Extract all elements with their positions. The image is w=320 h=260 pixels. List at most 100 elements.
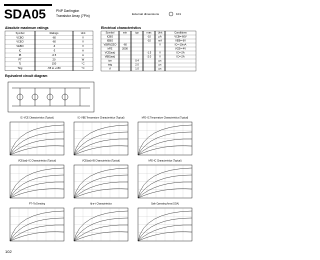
table-cell: μs [159, 68, 162, 71]
table-cell: IB [19, 53, 22, 57]
graph-curve [137, 124, 193, 156]
graph-curve [9, 181, 65, 199]
graph-curve [73, 188, 129, 199]
graph-curve [137, 145, 193, 156]
dim-code: 101 [176, 12, 181, 16]
table-cell: Tj [19, 62, 22, 66]
graph-curve [137, 210, 193, 242]
table-cell: hFE [108, 47, 113, 51]
table-cell: -60 [123, 43, 127, 47]
graph-curve [9, 131, 65, 156]
graph-curve [137, 217, 193, 242]
graph-curve [9, 210, 65, 242]
graph-curve [73, 181, 129, 199]
graph-title: IC–VBE Temperature Characteristics (Typi… [78, 117, 125, 120]
table-cell: -10 [147, 35, 151, 39]
graph-curve [9, 217, 65, 242]
table-cell: 1.0 [135, 67, 139, 71]
page: SDA05 PNP Darlington Transistor Array (7… [4, 4, 197, 255]
table-cell: VCE=-4V [175, 47, 186, 51]
table-cell: W [82, 57, 85, 61]
graph-curve [137, 231, 193, 242]
graph-curve [137, 138, 193, 156]
graph-curve [137, 181, 193, 199]
graph-curve [9, 167, 65, 199]
table-cell: IC=-10mA [175, 43, 187, 47]
graph-curve [73, 124, 129, 156]
circuit [7, 81, 95, 113]
subtitle: Transistor Array (7Pin) [56, 14, 90, 18]
table-cell: VCBO [16, 35, 23, 39]
table-cell: V [159, 51, 161, 55]
graph-curve [73, 217, 129, 242]
graph-curve [9, 188, 65, 199]
graph-title: PT–Ta Derating [29, 203, 46, 206]
table-cell: PT [18, 57, 22, 61]
graph-curve [73, 224, 129, 242]
section-title: Equivalent circuit diagram [5, 74, 47, 78]
graph-curve [137, 167, 193, 199]
table-header: Ratings [50, 31, 59, 35]
table-cell: VEBO [16, 44, 23, 48]
section-title: Electrical characteristics [101, 26, 141, 30]
graph-curve [73, 131, 129, 156]
table-header: Unit [158, 31, 163, 35]
title: SDA05 [4, 6, 46, 21]
graph-title: IC–VCE Characteristics (Typical) [20, 117, 54, 120]
table-cell: V(BR)CEO [104, 43, 117, 47]
table-cell: 20 [53, 57, 56, 61]
table-cell: tstg [108, 63, 113, 67]
graph-curve [73, 138, 129, 156]
table-cell: -10 [147, 39, 151, 43]
table-cell: IC [19, 48, 22, 52]
table-cell: °C [82, 66, 85, 70]
graph-curve [73, 167, 129, 199]
table-cell: -1.5 [147, 51, 152, 55]
table-cell: -55 to +150 [47, 66, 61, 70]
table-cell: 150 [52, 62, 57, 66]
table-cell: 0.4 [135, 59, 139, 63]
table-cell: A [82, 53, 84, 57]
table-cell: V [159, 55, 161, 59]
table-cell: -3 [53, 48, 56, 52]
graph-curve [9, 124, 65, 156]
table-cell: IC=-2A [176, 51, 184, 55]
table-cell: -6 [53, 44, 56, 48]
table-cell: 2.0 [135, 63, 139, 67]
graph-curve [137, 131, 193, 156]
graph-title: Safe Operating Area (SOA) [151, 203, 179, 206]
table-cell: ICBO [107, 35, 113, 39]
table-cell: μs [159, 64, 162, 67]
table-cell: tf [109, 67, 111, 71]
graph-curve [73, 145, 129, 156]
graph-title: θj-a–t Characteristics [90, 203, 112, 206]
table-cell: Tstg [18, 66, 23, 70]
graph-curve [9, 138, 65, 156]
graph-curve [9, 231, 65, 242]
graph-title: hFE–IC Temperature Characteristics (Typi… [142, 117, 189, 120]
icon [168, 11, 174, 17]
table-cell: °C [82, 62, 85, 66]
table-cell: 2000 [122, 47, 128, 51]
table-cell: μs [159, 60, 162, 63]
graph-title: VCE(sat)–IC Characteristics (Typical) [18, 160, 56, 163]
table-cell: VEB=-6V [175, 39, 186, 43]
graph-curve [9, 145, 65, 156]
graph-curve [137, 224, 193, 242]
table-cell: VCE(sat) [105, 51, 116, 55]
table-header: max [147, 32, 153, 35]
table-cell: -2.0 [147, 55, 152, 59]
table-cell: V [82, 44, 84, 48]
table-cell: μA [158, 35, 161, 39]
page-number: 102 [5, 249, 12, 254]
table-cell: -60 [52, 40, 56, 44]
table-cell: mA [158, 39, 162, 43]
table-header: typ [135, 31, 139, 35]
table-cell: VBE(sat) [105, 55, 116, 59]
table-header: Symbol [16, 31, 25, 35]
table [4, 30, 94, 71]
table-cell: V [82, 35, 84, 39]
graph-title: VCE(sat)–IB Characteristics (Typical) [82, 160, 120, 163]
table-cell: VCEO [16, 40, 23, 44]
graph-curve [9, 224, 65, 242]
